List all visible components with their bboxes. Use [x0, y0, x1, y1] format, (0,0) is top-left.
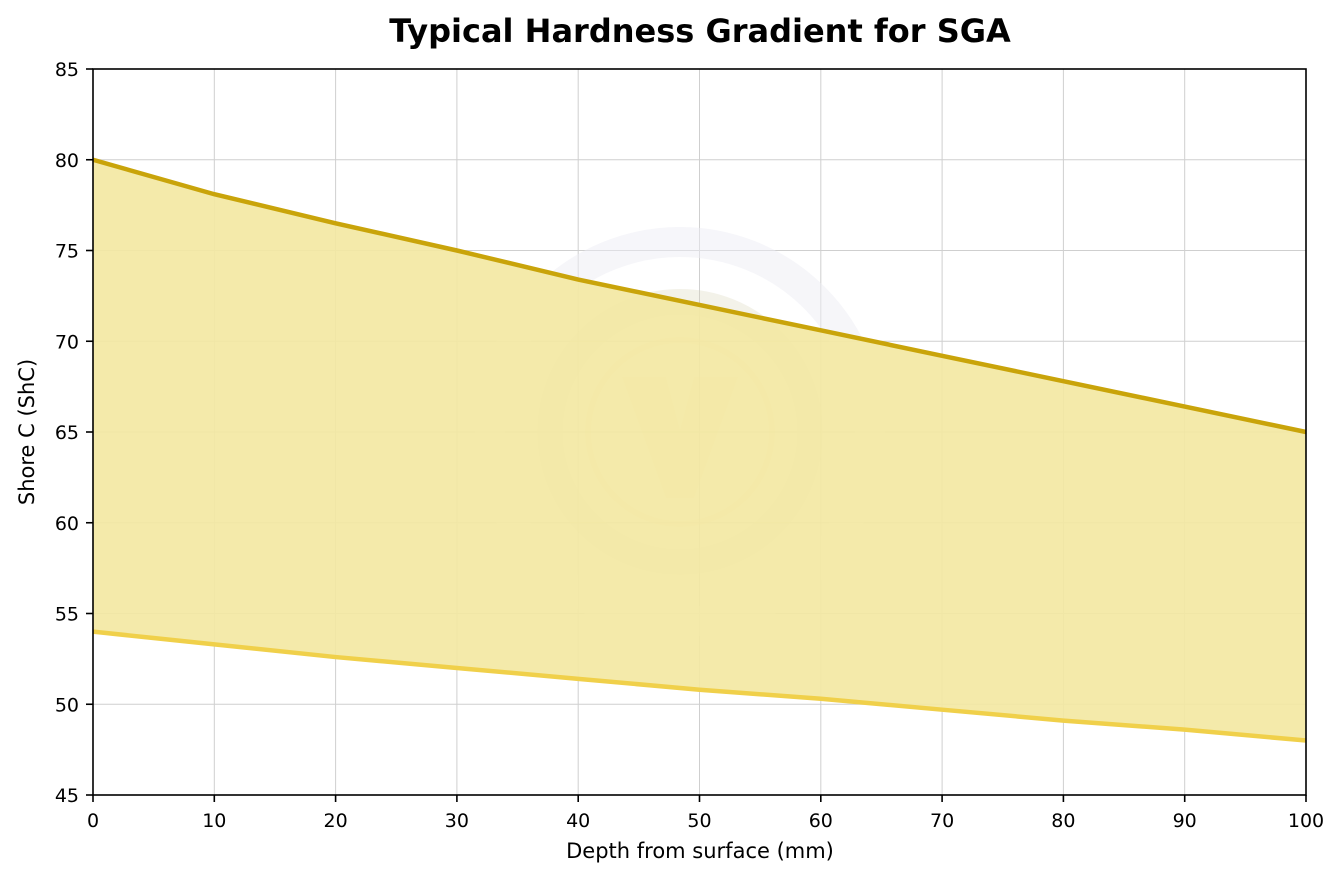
upper-bound-line	[92, 157, 1307, 435]
svg-text:50: 50	[55, 694, 79, 716]
svg-text:40: 40	[566, 810, 590, 832]
svg-text:70: 70	[930, 810, 954, 832]
svg-text:50: 50	[687, 810, 711, 832]
svg-text:60: 60	[809, 810, 833, 832]
svg-text:30: 30	[445, 810, 469, 832]
svg-text:75: 75	[55, 241, 79, 263]
hardness-band-fill	[93, 159, 1306, 741]
svg-text:90: 90	[1173, 810, 1197, 832]
x-axis-label: Depth from surface (mm)	[566, 839, 834, 863]
svg-text:60: 60	[55, 513, 79, 535]
lower-bound-line	[92, 629, 1307, 743]
svg-text:20: 20	[324, 810, 348, 832]
svg-text:55: 55	[55, 604, 79, 626]
svg-text:100: 100	[1288, 810, 1324, 832]
svg-text:65: 65	[55, 422, 79, 444]
svg-text:80: 80	[55, 150, 79, 172]
svg-text:80: 80	[1051, 810, 1075, 832]
svg-text:70: 70	[55, 331, 79, 353]
svg-text:45: 45	[55, 785, 79, 807]
y-axis-label: Shore C (ShC)	[15, 359, 39, 505]
svg-text:85: 85	[55, 59, 79, 81]
y-axis-ticks: 45 50 55 60 65 70 75 80 85	[55, 59, 93, 807]
chart-title: Typical Hardness Gradient for SGA	[389, 12, 1011, 50]
x-axis-ticks: 0 10 20 30 40 50 60 70 80 90 100	[87, 795, 1324, 832]
svg-text:10: 10	[202, 810, 226, 832]
svg-text:0: 0	[87, 810, 99, 832]
